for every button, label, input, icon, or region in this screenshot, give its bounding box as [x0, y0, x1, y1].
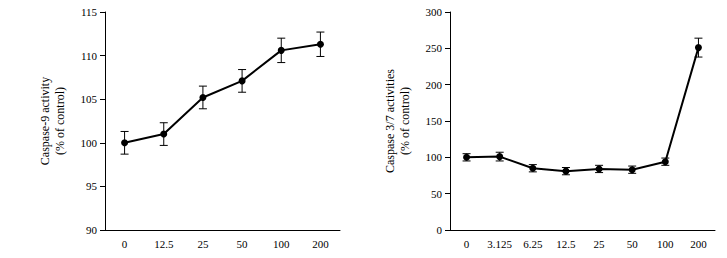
- svg-text:100: 100: [81, 137, 98, 149]
- svg-text:0: 0: [122, 238, 128, 250]
- svg-text:25: 25: [594, 238, 606, 250]
- svg-text:12.5: 12.5: [556, 238, 576, 250]
- svg-text:110: 110: [81, 50, 98, 62]
- svg-text:(% of control): (% of control): [53, 87, 67, 155]
- svg-text:Caspase-9 activity: Caspase-9 activity: [38, 77, 52, 165]
- svg-text:100: 100: [426, 151, 443, 163]
- svg-text:0: 0: [437, 224, 443, 236]
- svg-text:3.125: 3.125: [487, 238, 512, 250]
- svg-text:6.25: 6.25: [523, 238, 543, 250]
- svg-text:95: 95: [86, 180, 98, 192]
- svg-text:250: 250: [426, 42, 443, 54]
- svg-text:100: 100: [657, 238, 674, 250]
- svg-text:Caspase 3/7 activities: Caspase 3/7 activities: [383, 69, 397, 173]
- svg-text:50: 50: [431, 188, 443, 200]
- svg-text:200: 200: [690, 238, 707, 250]
- svg-text:90: 90: [86, 224, 98, 236]
- svg-text:150: 150: [426, 115, 443, 127]
- svg-text:50: 50: [627, 238, 639, 250]
- svg-text:0: 0: [464, 238, 470, 250]
- svg-text:50: 50: [237, 238, 249, 250]
- svg-text:25: 25: [197, 238, 209, 250]
- svg-text:200: 200: [426, 79, 443, 91]
- svg-text:12.5: 12.5: [154, 238, 174, 250]
- svg-text:105: 105: [81, 93, 98, 105]
- svg-text:(% of control): (% of control): [398, 87, 412, 155]
- svg-text:100: 100: [273, 238, 290, 250]
- svg-text:200: 200: [312, 238, 329, 250]
- svg-text:300: 300: [426, 6, 443, 18]
- svg-text:115: 115: [81, 6, 98, 18]
